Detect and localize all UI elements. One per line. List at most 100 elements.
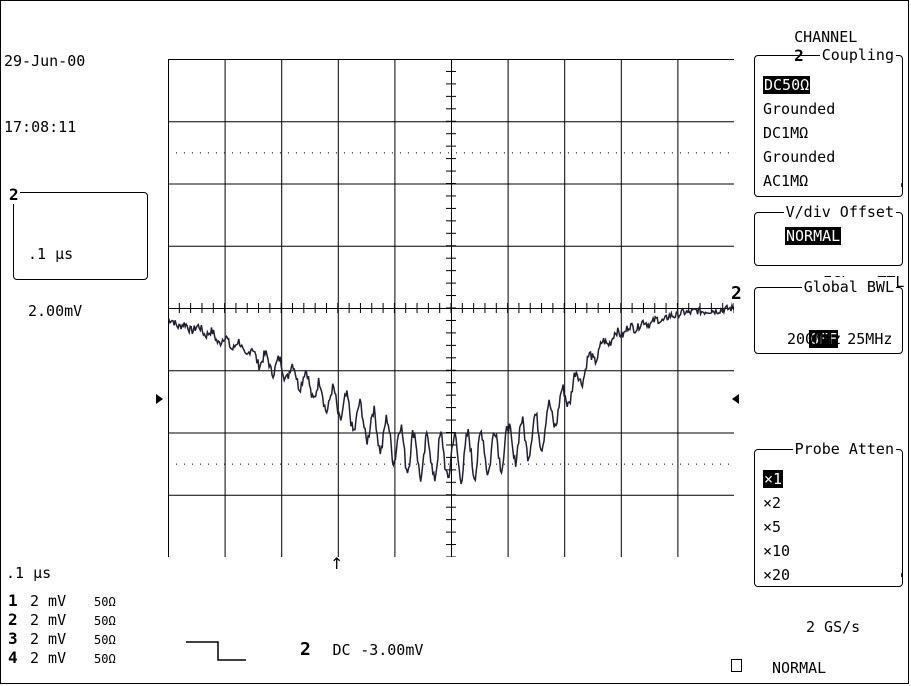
channel-row-1[interactable]: 1 2 mV 50Ω xyxy=(8,591,116,610)
grid-dot xyxy=(376,152,377,154)
grid-dot xyxy=(504,463,505,465)
grid-dot xyxy=(408,152,409,154)
grid-dot xyxy=(352,463,353,465)
grid-dot xyxy=(712,463,713,465)
grid-dot xyxy=(232,152,233,154)
channel-impedance: 50Ω xyxy=(94,614,116,628)
grid-dot xyxy=(664,152,665,154)
grid-dot xyxy=(424,152,425,154)
grid-dot xyxy=(696,152,697,154)
grid-dot xyxy=(272,463,273,465)
channel-num: 3 xyxy=(8,629,18,648)
coupling-option-grounded-2[interactable]: Grounded xyxy=(763,148,836,166)
grid-dot xyxy=(528,152,529,154)
date-text: 29-Jun-00 xyxy=(4,52,86,70)
grid-dot xyxy=(632,152,633,154)
grid-dot xyxy=(240,152,241,154)
channel-row-4[interactable]: 4 2 mV 50Ω xyxy=(8,648,116,667)
grid-dot xyxy=(480,152,481,154)
left-offset-arrow-icon xyxy=(156,394,163,404)
grid-dot xyxy=(392,152,393,154)
grid-dot xyxy=(608,152,609,154)
grid-dot xyxy=(656,463,657,465)
grid-dot xyxy=(448,152,449,154)
coupling-option-grounded-1[interactable]: Grounded xyxy=(763,100,836,118)
channel-row-2[interactable]: 2 2 mV 50Ω xyxy=(8,610,116,629)
grid-dot xyxy=(352,152,353,154)
channel-label: CHANNEL xyxy=(794,28,858,46)
grid-dot xyxy=(400,463,401,465)
grid-dot xyxy=(512,463,513,465)
more-indicator-icon: ˌ xyxy=(897,564,906,580)
grid-dot xyxy=(488,463,489,465)
bwl-option-off[interactable]: OFF xyxy=(809,330,839,348)
grid-dot xyxy=(192,152,193,154)
trace-box-channel: 2 xyxy=(8,185,20,204)
trigger-info[interactable]: 2 DC -3.00mV xyxy=(300,639,423,660)
trace-box-timebase: .1 μs xyxy=(28,245,74,263)
grid-dot xyxy=(704,463,705,465)
channel-volts: 2 mV xyxy=(30,630,67,648)
coupling-option-dc50[interactable]: DC50Ω xyxy=(763,76,811,94)
graticule-grid xyxy=(168,59,734,557)
grid-dot xyxy=(304,463,305,465)
grid-dot xyxy=(536,463,537,465)
vdiv-offset-menu[interactable]: V/div Offset NORMAL ECL TTL xyxy=(754,202,904,291)
grid-dot xyxy=(408,463,409,465)
grid-dot xyxy=(264,152,265,154)
probe-option-x20[interactable]: ×20 xyxy=(763,566,791,584)
grid-dot xyxy=(688,152,689,154)
trigger-position-arrow-icon: ↑ xyxy=(330,554,344,573)
grid-dot xyxy=(504,152,505,154)
grid-dot xyxy=(400,152,401,154)
grid-dot xyxy=(456,463,457,465)
grid-dot xyxy=(200,152,201,154)
grid-dot xyxy=(496,463,497,465)
coupling-menu[interactable]: Coupling DC50Ω Grounded DC1MΩ Grounded A… xyxy=(754,45,906,197)
grid-dot xyxy=(384,463,385,465)
bwl-option-25mhz[interactable]: 25MHz xyxy=(847,330,893,348)
grid-dot xyxy=(720,152,721,154)
grid-dot xyxy=(552,463,553,465)
grid-dot xyxy=(312,463,313,465)
vdiv-option-normal[interactable]: NORMAL xyxy=(785,227,842,245)
trigger-coupling: DC xyxy=(332,641,351,659)
grid-dot xyxy=(344,463,345,465)
probe-option-x1[interactable]: ×1 xyxy=(763,470,784,488)
global-bwl-menu[interactable]: Global BWL OFF 25MHz 200MHz xyxy=(754,277,903,354)
grid-dot xyxy=(496,152,497,154)
grid-dot xyxy=(440,152,441,154)
grid-dot xyxy=(528,463,529,465)
grid-dot xyxy=(224,152,225,154)
grid-dot xyxy=(600,463,601,465)
grid-dot xyxy=(288,463,289,465)
bwl-option-200mhz[interactable]: 200MHz xyxy=(787,330,842,348)
grid-dot xyxy=(296,152,297,154)
channel-row-3[interactable]: 3 2 mV 50Ω xyxy=(8,629,116,648)
probe-option-x5[interactable]: ×5 xyxy=(763,518,782,536)
trace-info-box[interactable]: 2 .1 μs 2.00mV xyxy=(8,185,148,320)
grid-dot xyxy=(568,152,569,154)
grid-dot xyxy=(208,152,209,154)
grid-dot xyxy=(424,463,425,465)
grid-dot xyxy=(368,152,369,154)
probe-option-x10[interactable]: ×10 xyxy=(763,542,791,560)
grid-dot xyxy=(368,463,369,465)
grid-dot xyxy=(680,152,681,154)
grid-dot xyxy=(584,152,585,154)
coupling-option-ac1m[interactable]: AC1MΩ xyxy=(763,172,809,190)
grid-dot xyxy=(600,152,601,154)
grid-dot xyxy=(664,463,665,465)
grid-dot xyxy=(336,463,337,465)
grid-dot xyxy=(656,152,657,154)
more-indicator-icon: ˌ xyxy=(897,174,906,190)
coupling-title: Coupling xyxy=(819,45,896,65)
grid-dot xyxy=(256,463,257,465)
probe-option-x2[interactable]: ×2 xyxy=(763,494,782,512)
grid-dot xyxy=(328,152,329,154)
probe-atten-menu[interactable]: Probe Atten ×1 ×2 ×5 ×10 ×20 ˌ xyxy=(754,439,906,587)
right-offset-arrow-icon xyxy=(732,394,739,404)
channel-volts: 2 mV xyxy=(30,592,67,610)
channel-num: 4 xyxy=(8,648,18,667)
coupling-option-dc1m[interactable]: DC1MΩ xyxy=(763,124,809,142)
